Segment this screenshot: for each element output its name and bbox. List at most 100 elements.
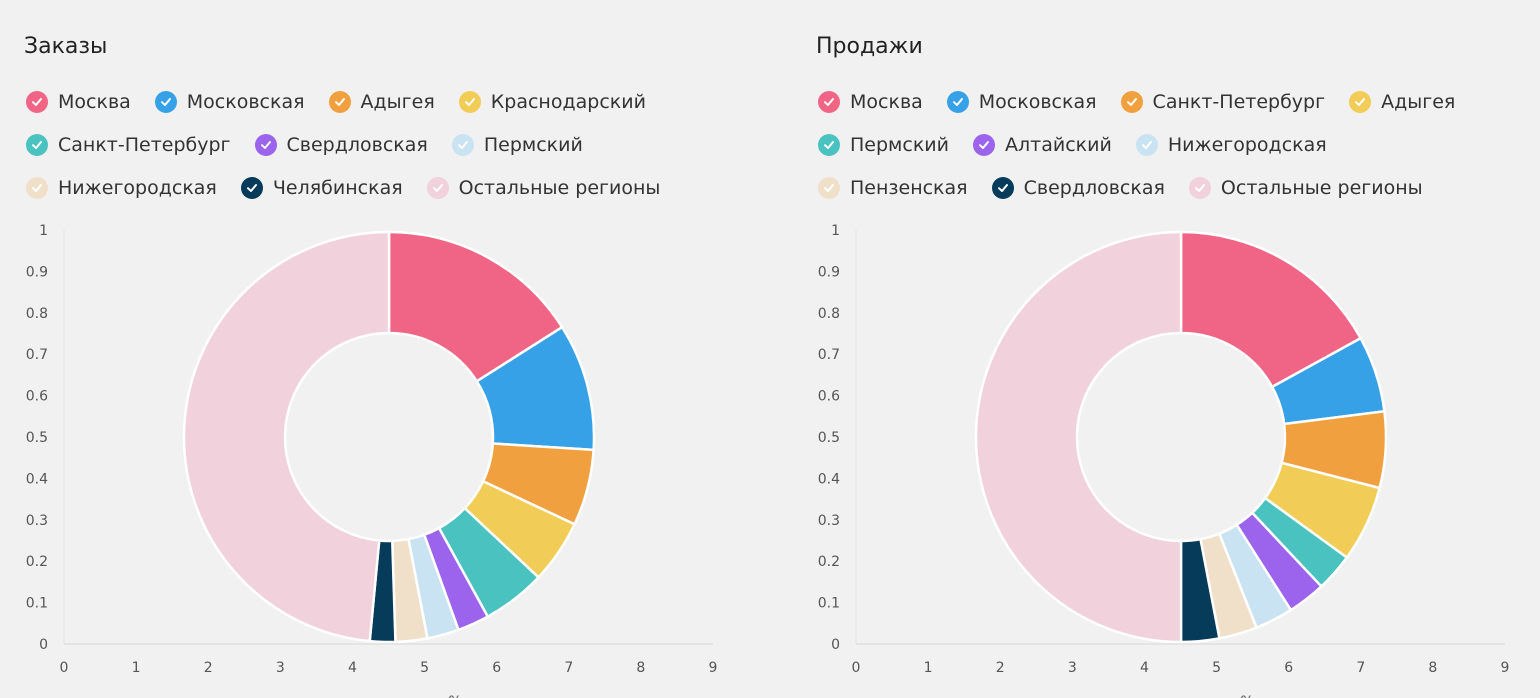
orders-legend-item-moskva[interactable]: Москва (26, 90, 131, 113)
sales-legend-item-sankt-peterburg[interactable]: Санкт-Петербург (1120, 90, 1326, 113)
legend-label: Нижегородская (58, 176, 217, 199)
sales-y-tick-label: 0.7 (818, 347, 840, 363)
orders-y-tick-label: 0.5 (26, 430, 48, 446)
sales-y-tick-label: 0.5 (818, 430, 840, 446)
check-circle-icon (1188, 176, 1211, 199)
orders-panel: 0 0.1 0.2 0.3 0.4 0.5 0.6 0.7 0.8 0.9 1 0 1 2 3 4 5 6 7 8 9%… (24, 34, 766, 698)
check-circle-icon (818, 133, 840, 156)
sales-legend-item-moskovskaya[interactable]: Московская (946, 90, 1097, 113)
sales-x-axis-label: % (1240, 694, 1253, 698)
sales-x-tick-label: 1 (924, 660, 933, 676)
sales-y-tick-label: 0.9 (818, 264, 840, 280)
orders-legend-item-moskovskaya[interactable]: Московская (154, 90, 305, 113)
sales-y-tick-label: 0.4 (818, 471, 840, 487)
check-circle-icon (818, 90, 840, 113)
orders-y-tick-label: 0 (39, 637, 48, 653)
sales-title: Продажи (816, 34, 923, 59)
legend-label: Московская (186, 90, 305, 113)
legend-label: Нижегородская (1167, 133, 1327, 156)
sales-y-tick-label: 0.6 (818, 389, 840, 405)
sales-legend: Москва Московская Санкт-Петербург Адыгея Пер… (818, 80, 1540, 209)
orders-y-tick-label: 0.2 (26, 554, 48, 570)
sales-legend-item-altayskiy[interactable]: Алтайский (973, 133, 1112, 156)
sales-slice-ostalnye-regiony[interactable] (974, 230, 1183, 644)
sales-legend-item-permskiy[interactable]: Пермский (818, 133, 949, 156)
legend-label: Пермский (850, 133, 949, 156)
orders-y-tick-label: 0.3 (26, 513, 48, 529)
check-circle-icon (1349, 90, 1372, 113)
orders-legend-item-permskiy[interactable]: Пермский (451, 133, 583, 156)
sales-legend-row: Москва Московская Санкт-Петербург Адыгея (818, 80, 1540, 123)
sales-legend-item-adygeya[interactable]: Адыгея (1349, 90, 1456, 113)
orders-x-tick-label: 2 (204, 660, 213, 676)
legend-label: Адыгея (360, 90, 435, 113)
orders-legend: Москва Московская Адыгея Краснодарский Санкт… (26, 80, 766, 209)
orders-x-tick-label: 5 (420, 660, 429, 676)
legend-label: Краснодарский (490, 90, 646, 113)
legend-label: Свердловская (1023, 176, 1165, 199)
orders-chart: 0 0.1 0.2 0.3 0.4 0.5 0.6 0.7 0.8 0.9 1 0 1 2 3 4 5 6 7 8 9% (26, 223, 718, 698)
check-circle-icon (458, 90, 481, 113)
sales-x-tick-label: 6 (1284, 660, 1293, 676)
sales-y-tick-label: 0.1 (818, 596, 840, 612)
legend-label: Алтайский (1005, 133, 1112, 156)
sales-legend-item-moskva[interactable]: Москва (818, 90, 923, 113)
sales-legend-item-penzenskaya[interactable]: Пензенская (818, 176, 968, 199)
legend-label: Пензенская (850, 176, 968, 199)
sales-legend-item-sverdlovskaya[interactable]: Свердловская (991, 176, 1165, 199)
orders-y-tick-label: 0.8 (26, 306, 48, 322)
sales-x-tick-label: 4 (1140, 660, 1149, 676)
sales-x-tick-label: 5 (1212, 660, 1221, 676)
check-circle-icon (818, 176, 840, 199)
orders-legend-row: Москва Московская Адыгея Краснодарский (26, 80, 766, 123)
legend-label: Адыгея (1381, 90, 1456, 113)
sales-x-tick-label: 3 (1068, 660, 1077, 676)
legend-label: Пермский (483, 133, 583, 156)
orders-legend-item-sverdlovskaya[interactable]: Свердловская (254, 133, 428, 156)
sales-x-tick-label: 2 (996, 660, 1005, 676)
check-circle-icon (1135, 133, 1158, 156)
orders-x-tick-label: 9 (709, 660, 718, 676)
sales-legend-item-nizhegorodskaya[interactable]: Нижегородская (1135, 133, 1327, 156)
orders-legend-item-nizhegorodskaya[interactable]: Нижегородская (26, 176, 217, 199)
orders-slice-ostalnye-regiony[interactable] (182, 230, 391, 643)
orders-legend-item-krasnodarskiy[interactable]: Краснодарский (458, 90, 646, 113)
orders-slice-moskva[interactable] (387, 230, 564, 383)
orders-y-tick-label: 0.4 (26, 471, 48, 487)
orders-title: Заказы (24, 34, 108, 59)
orders-x-tick-label: 1 (132, 660, 141, 676)
orders-y-tick-label: 0.7 (26, 347, 48, 363)
sales-slice-moskva[interactable] (1179, 230, 1363, 389)
legend-label: Свердловская (286, 133, 428, 156)
sales-y-tick-label: 0.8 (818, 306, 840, 322)
orders-x-tick-label: 4 (348, 660, 357, 676)
sales-y-tick-label: 1 (831, 223, 840, 239)
check-circle-icon (1120, 90, 1143, 113)
check-circle-icon (946, 90, 969, 113)
sales-legend-item-ostalnye-regiony[interactable]: Остальные регионы (1188, 176, 1423, 199)
legend-label: Санкт-Петербург (1152, 90, 1326, 113)
legend-label: Московская (978, 90, 1097, 113)
orders-legend-item-ostalnye-regiony[interactable]: Остальные регионы (426, 176, 660, 199)
legend-label: Москва (58, 90, 131, 113)
check-circle-icon (26, 133, 48, 156)
sales-x-tick-label: 0 (852, 660, 861, 676)
orders-x-tick-label: 7 (564, 660, 573, 676)
check-circle-icon (26, 176, 48, 199)
orders-legend-row: Санкт-Петербург Свердловская Пермский (26, 123, 766, 166)
check-circle-icon (154, 90, 177, 113)
sales-y-tick-label: 0.2 (818, 554, 840, 570)
orders-y-tick-label: 0.6 (26, 389, 48, 405)
orders-legend-item-chelyabinskaya[interactable]: Челябинская (240, 176, 403, 199)
sales-x-tick-label: 7 (1356, 660, 1365, 676)
orders-y-tick-label: 1 (39, 223, 48, 239)
sales-panel: 0 0.1 0.2 0.3 0.4 0.5 0.6 0.7 0.8 0.9 1 0 1 2 3 4 5 6 7 8 9%… (792, 0, 1540, 698)
orders-x-tick-label: 3 (276, 660, 285, 676)
sales-x-tick-label: 9 (1501, 660, 1510, 676)
orders-x-tick-label: 8 (636, 660, 645, 676)
check-circle-icon (254, 133, 277, 156)
orders-y-tick-label: 0.9 (26, 264, 48, 280)
orders-legend-item-sankt-peterburg[interactable]: Санкт-Петербург (26, 133, 231, 156)
orders-x-tick-label: 6 (492, 660, 501, 676)
orders-legend-item-adygeya[interactable]: Адыгея (328, 90, 435, 113)
